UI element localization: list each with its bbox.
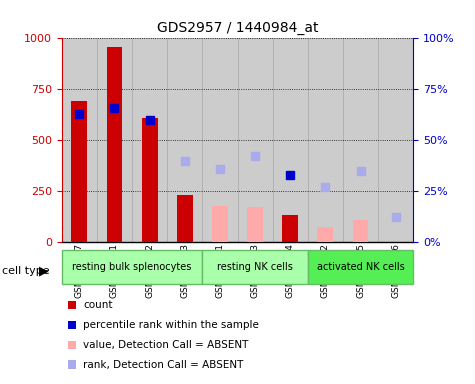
Bar	[67, 301, 76, 309]
Bar	[67, 321, 76, 329]
Text: count: count	[83, 300, 113, 310]
Text: activated NK cells: activated NK cells	[317, 262, 404, 272]
Text: value, Detection Call = ABSENT: value, Detection Call = ABSENT	[83, 340, 248, 350]
Bar	[177, 195, 193, 242]
Bar	[343, 38, 378, 242]
Bar	[273, 38, 308, 242]
Bar	[67, 361, 76, 369]
Bar	[67, 341, 76, 349]
Bar	[238, 38, 273, 242]
Bar	[202, 250, 308, 284]
Bar	[352, 220, 369, 242]
Bar	[282, 215, 298, 242]
Bar	[167, 38, 202, 242]
Bar	[97, 38, 132, 242]
Text: resting bulk splenocytes: resting bulk splenocytes	[72, 262, 192, 272]
Text: percentile rank within the sample: percentile rank within the sample	[83, 320, 259, 330]
Bar	[71, 101, 87, 242]
Bar	[212, 206, 228, 242]
Bar	[247, 207, 263, 242]
Text: rank, Detection Call = ABSENT: rank, Detection Call = ABSENT	[83, 360, 244, 370]
Bar	[378, 38, 413, 242]
Bar	[142, 118, 158, 242]
Bar	[62, 38, 97, 242]
Bar	[317, 227, 333, 242]
Bar	[308, 250, 413, 284]
Bar	[132, 38, 167, 242]
Bar	[202, 38, 238, 242]
Bar	[308, 38, 343, 242]
Title: GDS2957 / 1440984_at: GDS2957 / 1440984_at	[157, 21, 318, 35]
Text: cell type: cell type	[2, 266, 50, 276]
Text: ▶: ▶	[39, 264, 48, 277]
Bar	[62, 250, 202, 284]
Text: resting NK cells: resting NK cells	[217, 262, 293, 272]
Bar	[106, 46, 123, 242]
